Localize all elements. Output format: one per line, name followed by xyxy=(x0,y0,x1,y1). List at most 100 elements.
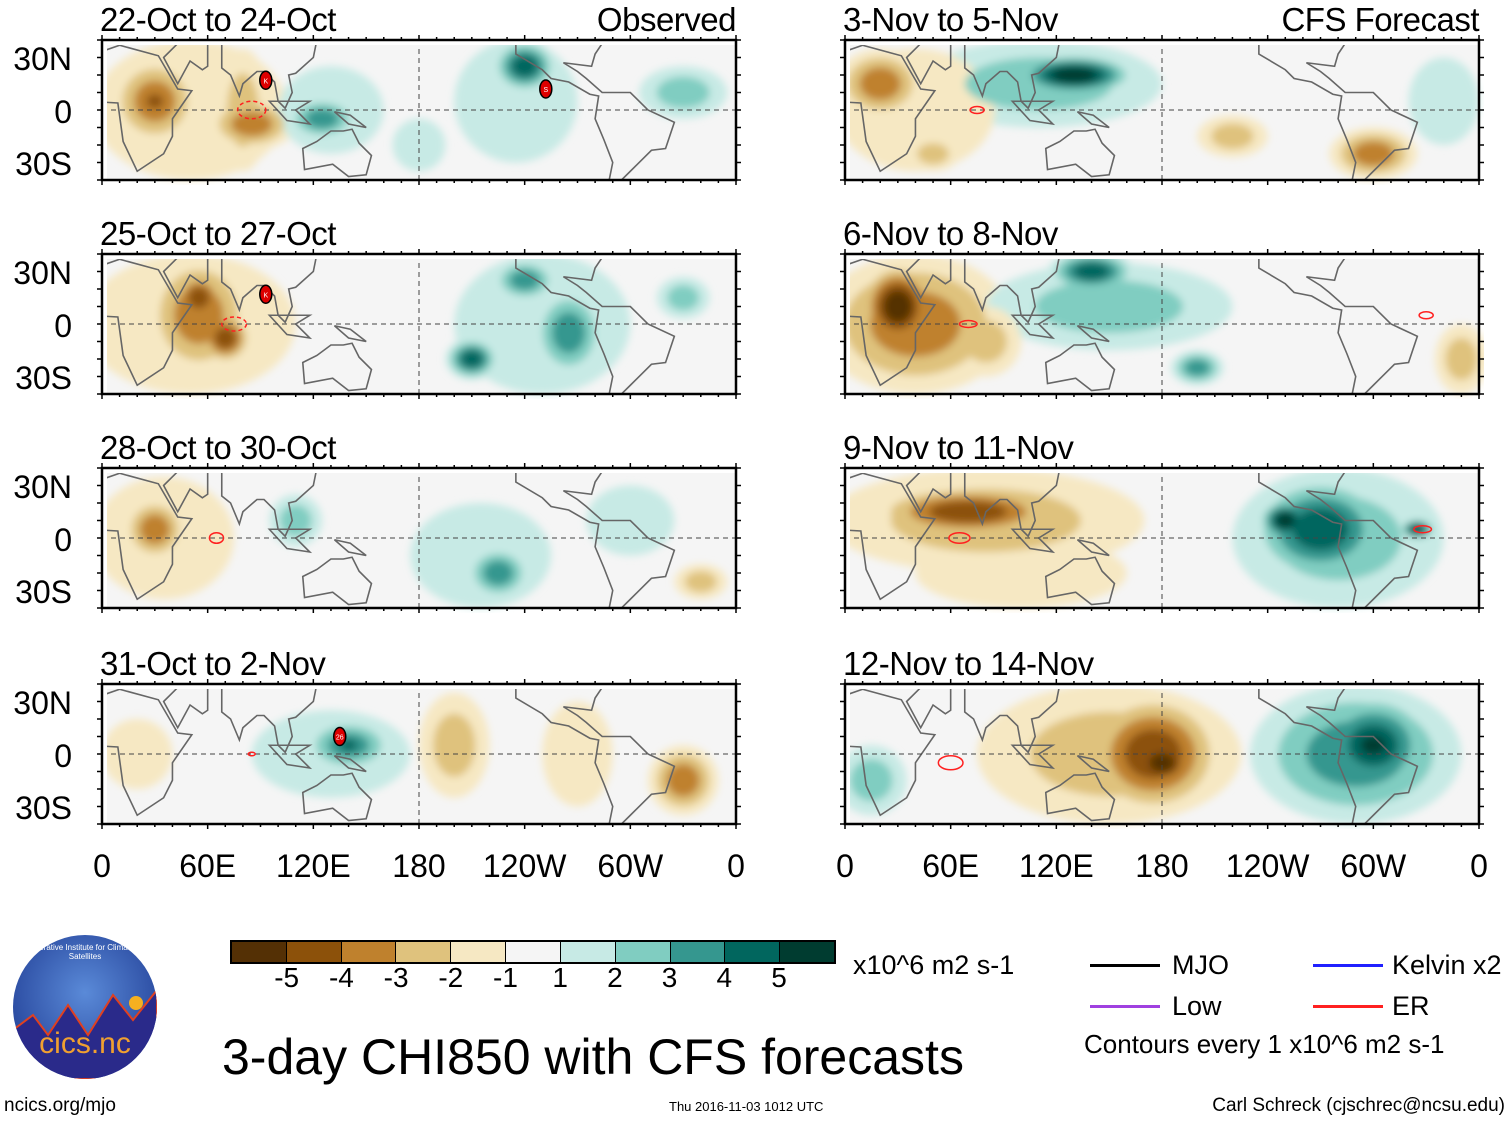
lon-tick-label: 0 xyxy=(93,848,111,884)
author-credit: Carl Schreck (cjschrec@ncsu.edu) xyxy=(1212,1095,1505,1116)
er-contour xyxy=(221,316,248,332)
anomaly-contour xyxy=(684,571,717,593)
coastline xyxy=(1044,772,1116,822)
tropical-cyclone-icon: S xyxy=(539,79,553,99)
anomaly-contour xyxy=(461,350,483,368)
lat-tick-label: 0 xyxy=(54,307,72,344)
coastline xyxy=(267,744,313,770)
lon-tick-label: 120E xyxy=(275,848,351,884)
coastline xyxy=(1044,342,1116,392)
colorbar-tick-label: -4 xyxy=(328,962,354,993)
coastline xyxy=(162,259,209,300)
colorbar-swatch xyxy=(615,942,671,962)
anomaly-contour xyxy=(1035,280,1184,333)
coastline xyxy=(1258,259,1419,395)
coastline xyxy=(1076,538,1110,557)
anomaly-contour xyxy=(964,320,1008,363)
lat-tick-label: 30N xyxy=(13,685,72,721)
coastline xyxy=(162,689,209,730)
anomaly-contour xyxy=(214,327,236,349)
panel-tag: CFS Forecast xyxy=(1281,1,1479,38)
coastline xyxy=(107,689,194,817)
panel-title: 28-Oct to 30-Oct xyxy=(100,429,336,466)
anomaly-contour xyxy=(410,503,552,608)
colorbar-swatch xyxy=(725,942,781,962)
anomaly-contour xyxy=(140,514,170,544)
panel-title: 12-Nov to 14-Nov xyxy=(843,645,1094,682)
anomaly-contour xyxy=(850,759,893,802)
coastline xyxy=(301,556,373,606)
colorbar-tick-label: -1 xyxy=(493,962,518,993)
lat-tick-label: 0 xyxy=(54,93,72,130)
lon-tick-label: 60W xyxy=(597,848,664,884)
contour-note: Contours every 1 x10^6 m2 s-1 xyxy=(1084,1029,1445,1059)
colorbar-tick-label: 5 xyxy=(771,962,787,993)
anomaly-contour xyxy=(542,701,613,807)
coastline xyxy=(1044,556,1116,606)
coastline xyxy=(301,342,373,392)
anomaly-contour xyxy=(883,290,912,323)
anomaly-contour xyxy=(1149,753,1175,773)
er-contour xyxy=(969,105,985,115)
storm-label: K xyxy=(263,292,268,299)
coastline xyxy=(515,259,676,395)
coastline xyxy=(162,473,209,514)
coastline xyxy=(1258,689,1419,825)
tropical-cyclone-icon: K xyxy=(259,284,273,304)
mountain-icon xyxy=(13,988,157,1079)
anomaly-contour xyxy=(1211,123,1254,149)
anomaly-contour xyxy=(1073,263,1110,280)
lon-tick-label: 120W xyxy=(482,848,567,884)
anomaly-contour xyxy=(656,76,710,109)
coastline xyxy=(220,689,317,754)
logo-ring-text: Cooperative Institute for Climate and Sa… xyxy=(20,943,150,961)
anomaly-contour xyxy=(392,118,446,172)
lon-tick-label: 0 xyxy=(836,848,854,884)
lat-tick-label: 0 xyxy=(54,521,72,558)
lat-tick-label: 30S xyxy=(15,146,72,182)
coastline xyxy=(333,538,367,557)
anomaly-contour xyxy=(1360,735,1387,755)
anomaly-contour xyxy=(552,312,586,354)
lat-tick-label: 30S xyxy=(15,790,72,826)
anomaly-contour xyxy=(1184,359,1210,376)
tropical-cyclone-icon: 26 xyxy=(333,726,347,747)
coastline xyxy=(1258,473,1419,609)
anomaly-contour xyxy=(509,270,540,291)
coastline xyxy=(963,473,1060,538)
anomaly-contour xyxy=(1051,67,1097,83)
lat-tick-label: 30N xyxy=(13,41,72,77)
map-panel xyxy=(840,463,1484,613)
anomaly-contour xyxy=(666,763,700,797)
panel-title: 3-Nov to 5-Nov xyxy=(843,1,1058,38)
lat-tick-label: 0 xyxy=(54,737,72,774)
er-contour xyxy=(937,755,964,771)
lon-tick-label: 120W xyxy=(1225,848,1310,884)
coastline xyxy=(107,259,194,387)
coastline xyxy=(1076,324,1110,343)
source-url[interactable]: ncics.org/mjo xyxy=(4,1095,116,1116)
colorbar-tick-label: 3 xyxy=(661,962,678,993)
colorbar-tick-label: -5 xyxy=(274,962,300,993)
mjo-legend-label: MJO xyxy=(1172,950,1229,980)
colorbar-swatch xyxy=(232,942,287,962)
anomaly-contour xyxy=(1445,338,1478,380)
low-legend-line xyxy=(1090,1005,1160,1008)
coastline xyxy=(220,259,317,324)
storm-label: S xyxy=(543,87,548,94)
lon-tick-label: 60W xyxy=(1340,848,1407,884)
coastline xyxy=(220,473,317,538)
map-panel: 26 xyxy=(97,679,741,829)
lat-tick-label: 30S xyxy=(15,360,72,396)
coastline xyxy=(850,45,937,173)
kelvin-legend-label: Kelvin x2 xyxy=(1392,950,1502,980)
colorbar-swatch xyxy=(506,942,561,962)
er-contour xyxy=(247,751,256,757)
lon-tick-label: 0 xyxy=(727,848,745,884)
anomaly-contour xyxy=(1292,508,1349,551)
coastline xyxy=(850,259,937,387)
colorbar-swatch xyxy=(341,942,397,962)
er-contour xyxy=(1418,311,1434,320)
colorbar-tick-label: 4 xyxy=(716,962,733,993)
coastline xyxy=(905,259,952,300)
